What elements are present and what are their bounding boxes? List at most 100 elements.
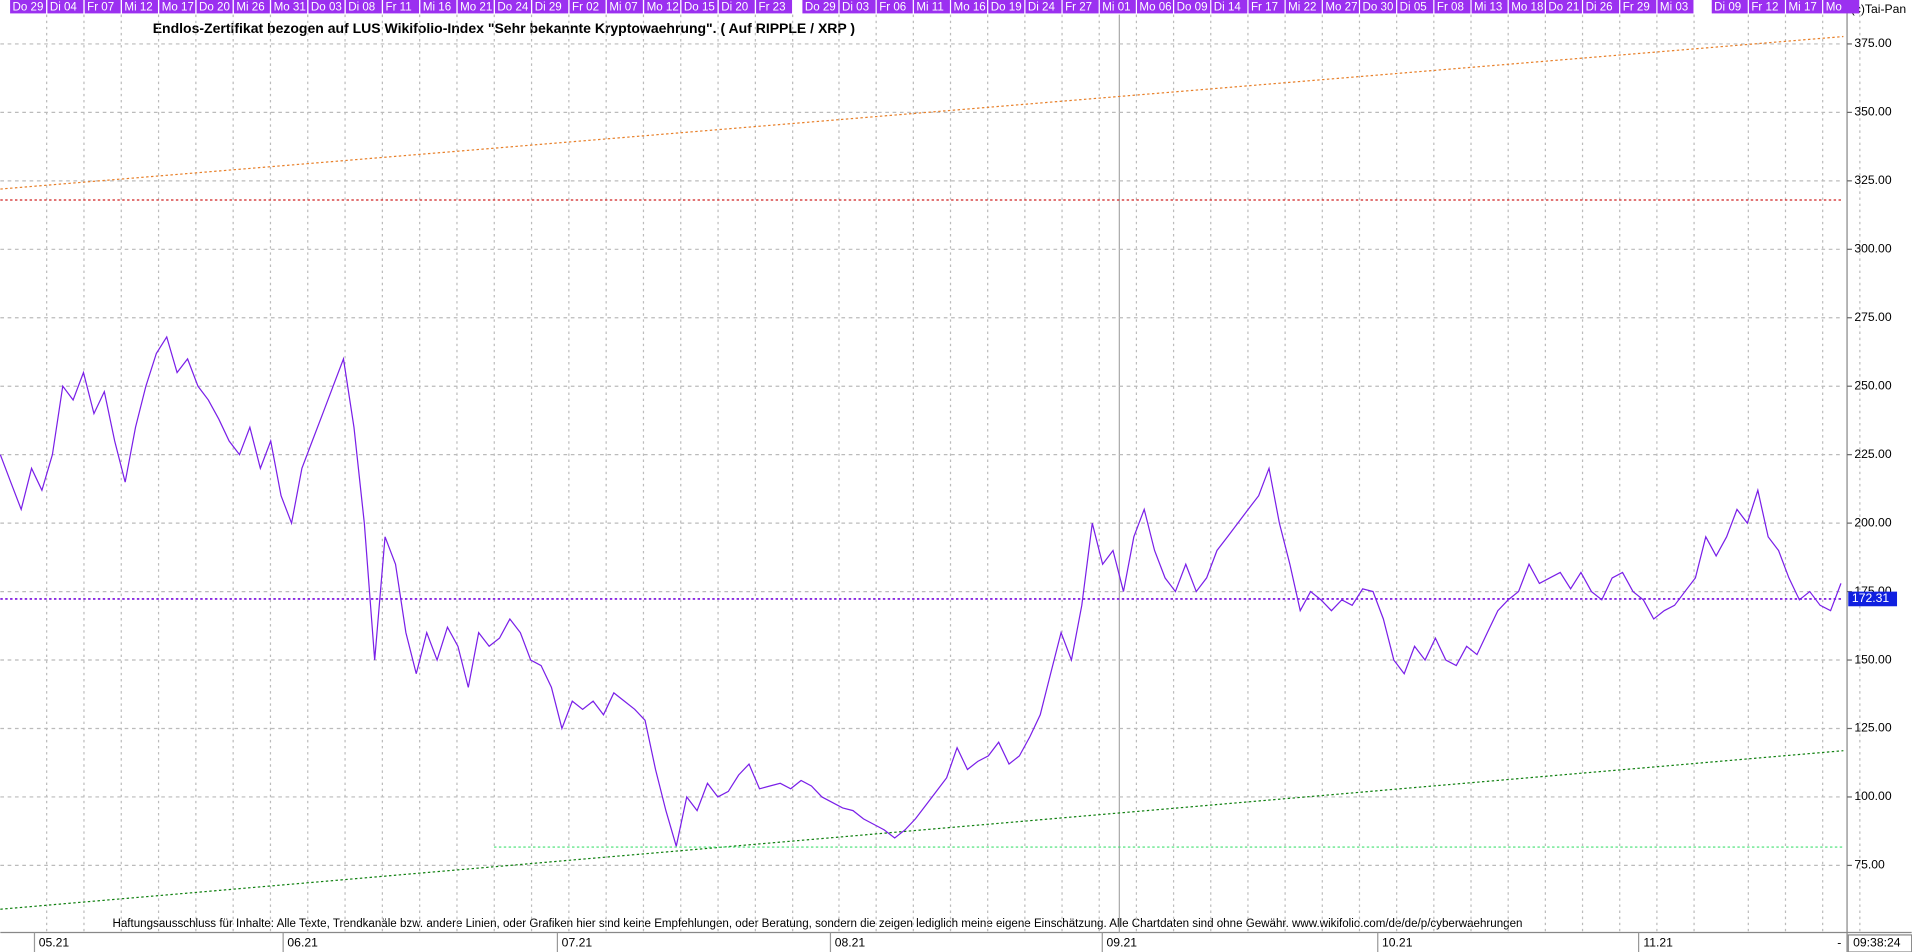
date-cell (1508, 0, 1545, 14)
date-cell (47, 0, 84, 14)
date-label: Di 20 (721, 1, 748, 13)
date-cell (1062, 0, 1099, 14)
date-label: Do 24 (497, 1, 528, 13)
date-cell (345, 0, 382, 14)
date-cell (1397, 0, 1434, 14)
date-label: Fr 12 (1751, 1, 1778, 13)
date-label: Di 04 (50, 1, 78, 13)
date-label: Di 26 (1586, 1, 1613, 13)
date-label: Fr 06 (879, 1, 906, 13)
date-label: Mo 06 (1139, 1, 1171, 13)
copyright: (c)Tai-Pan (1851, 2, 1906, 16)
date-label: Fr 08 (1437, 1, 1464, 13)
date-cell (1620, 0, 1657, 14)
month-label: 08.21 (835, 936, 866, 950)
disclaimer: Haftungsausschluss für Inhalte: Alle Tex… (112, 918, 1522, 930)
date-cell (1211, 0, 1248, 14)
date-cell (1786, 0, 1823, 14)
chart-title: Endlos-Zertifikat bezogen auf LUS Wikifo… (153, 20, 855, 36)
date-cell (802, 0, 839, 14)
date-label: Mo 21 (460, 1, 492, 13)
date-label: Do 09 (1177, 1, 1208, 13)
y-tick-label: 100.00 (1854, 789, 1891, 803)
date-cell (196, 0, 233, 14)
date-cell (913, 0, 950, 14)
date-cell (1137, 0, 1173, 14)
date-label: Do 21 (1548, 1, 1579, 13)
date-label: Mi 26 (236, 1, 264, 13)
date-label: Mi 13 (1474, 1, 1502, 13)
date-label: Mo (1826, 1, 1842, 13)
date-label: Mo 31 (274, 1, 306, 13)
date-cell (644, 0, 681, 14)
y-tick-label: 75.00 (1854, 858, 1885, 872)
date-label: Fr 07 (87, 1, 114, 13)
date-cell (718, 0, 755, 14)
date-cell (606, 0, 643, 14)
date-label: Mi 22 (1288, 1, 1316, 13)
y-tick-label: 150.00 (1854, 652, 1891, 666)
date-label: Fr 29 (1623, 1, 1650, 13)
date-label: Do 29 (13, 1, 44, 13)
date-cell (159, 0, 196, 14)
date-label: Mi 11 (916, 1, 943, 13)
date-label: Do 20 (199, 1, 230, 13)
y-tick-label: 325.00 (1854, 173, 1891, 187)
date-cell (681, 0, 718, 14)
date-label: Mi 03 (1660, 1, 1688, 13)
date-cell (1360, 0, 1397, 14)
date-label: Di 09 (1714, 1, 1741, 13)
y-tick-label: 300.00 (1854, 242, 1891, 256)
date-cell (494, 0, 531, 14)
date-cell (569, 0, 606, 14)
last-price-label: 172.31 (1852, 591, 1889, 605)
date-cell (457, 0, 494, 14)
date-cell (1748, 0, 1785, 14)
date-label: Di 29 (535, 1, 562, 13)
date-cell (233, 0, 270, 14)
date-cell (1434, 0, 1471, 14)
date-cell (271, 0, 308, 14)
price-line (0, 335, 1842, 847)
date-cell (121, 0, 158, 14)
date-label: Fr 17 (1251, 1, 1278, 13)
last-price-box (1848, 591, 1898, 607)
y-tick-label: 375.00 (1854, 36, 1891, 50)
date-label: Mi 16 (423, 1, 451, 13)
time: 09:38:24 (1853, 936, 1901, 950)
date-label: Fr 11 (386, 1, 412, 13)
date-cell (1025, 0, 1062, 14)
date-label: Mi 17 (1789, 1, 1817, 13)
date-cell (876, 0, 913, 14)
date-cell (532, 0, 569, 14)
date-cell (420, 0, 457, 14)
date-label: Mo 17 (162, 1, 194, 13)
date-cell (1322, 0, 1359, 14)
date-label: Mi 07 (609, 1, 637, 13)
trend-line (0, 750, 1844, 910)
date-label: Fr 23 (759, 1, 786, 13)
date-cell (1711, 0, 1748, 14)
date-label: Di 08 (348, 1, 375, 13)
date-cell (1545, 0, 1582, 14)
date-label: Mo 16 (954, 1, 986, 13)
date-cell (383, 0, 420, 14)
y-tick-label: 350.00 (1854, 105, 1891, 119)
date-label: Do 19 (991, 1, 1022, 13)
date-cell (10, 0, 47, 14)
date-label: Mi 01 (1102, 1, 1130, 13)
y-tick-label: 200.00 (1854, 515, 1891, 529)
date-cell (1657, 0, 1694, 14)
date-cell (951, 0, 988, 14)
date-label: Di 05 (1400, 1, 1427, 13)
date-cell (1823, 0, 1860, 14)
date-label: Fr 27 (1065, 1, 1092, 13)
date-cell (1099, 0, 1136, 14)
date-cell (1248, 0, 1285, 14)
date-label: Di 14 (1214, 1, 1242, 13)
date-cell (988, 0, 1025, 14)
month-label: 05.21 (39, 936, 70, 950)
date-label: Mo 12 (647, 1, 679, 13)
